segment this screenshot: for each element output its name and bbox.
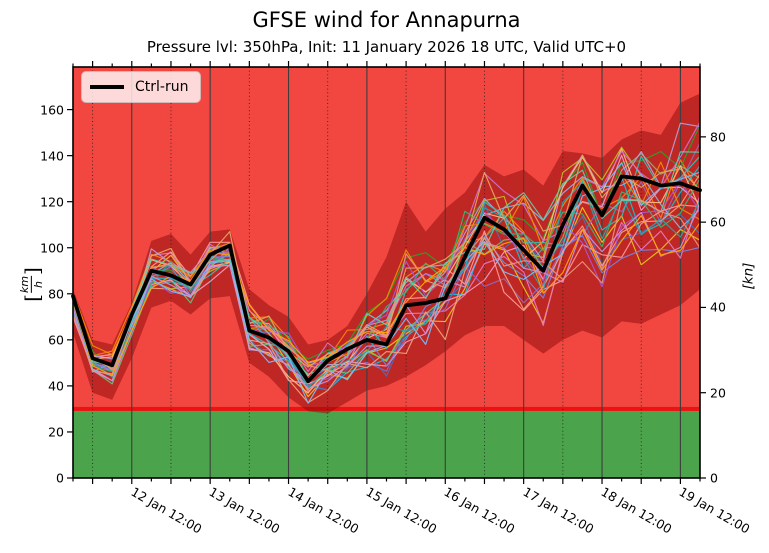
y-tick-label-right: 0 (710, 470, 718, 486)
ensemble-member-line (72, 155, 701, 383)
ensemble-member-line (72, 154, 701, 370)
ensemble-member-line (72, 203, 701, 391)
ctrl-run-line (71, 174, 702, 384)
y-tick-label-left: 80 (48, 286, 64, 302)
y-axis-label-right: [kn] (740, 262, 757, 290)
legend: Ctrl-run (81, 71, 201, 103)
y-axis-left-bracket-close: ] (19, 267, 44, 275)
ensemble-member-line (72, 180, 701, 370)
y-axis-left-unit-fraction: km h (17, 275, 45, 294)
y-tick-label-left: 40 (48, 378, 64, 394)
y-tick-label-left: 0 (56, 470, 64, 486)
y-tick-label-left: 120 (40, 194, 64, 210)
threshold-line (73, 406, 700, 411)
y-tick-label-left: 20 (48, 424, 64, 440)
ensemble-envelope (73, 93, 700, 414)
y-tick-label-left: 60 (48, 332, 64, 348)
y-tick-label-left: 100 (40, 240, 64, 256)
chart-title: GFSE wind for Annapurna (252, 8, 521, 32)
y-tick-label-right: 20 (710, 385, 726, 401)
y-axis-left-unit-numerator: km (17, 275, 31, 294)
y-axis-left-unit-denominator: h (31, 281, 45, 288)
ensemble-member-line (72, 198, 701, 375)
y-axis-label-left: [ km h ] (17, 267, 45, 302)
y-tick-label-right: 40 (710, 299, 726, 315)
y-tick-label-left: 160 (40, 102, 64, 118)
legend-ctrl-run-label: Ctrl-run (135, 79, 189, 95)
chart-subtitle: Pressure lvl: 350hPa, Init: 11 January 2… (146, 38, 627, 56)
y-tick-label-right: 80 (710, 129, 726, 145)
y-axis-left-bracket-open: [ (19, 294, 44, 302)
y-tick-label-right: 60 (710, 214, 726, 230)
y-tick-label-left: 140 (40, 148, 64, 164)
ensemble-member-line (72, 122, 701, 382)
ctrl-run-line-icon (90, 85, 124, 89)
wind-safe-zone (73, 408, 700, 478)
